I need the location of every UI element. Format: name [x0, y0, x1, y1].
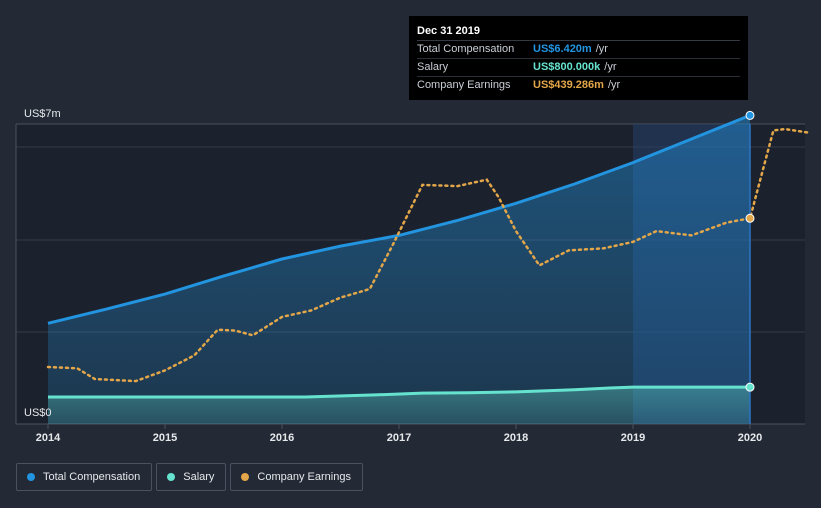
- legend-label: Company Earnings: [257, 471, 351, 483]
- y-axis-bottom-label: US$0: [24, 407, 52, 419]
- legend-label: Total Compensation: [43, 471, 141, 483]
- legend-dot-icon: [167, 473, 176, 481]
- x-tick-label: 2018: [504, 432, 528, 444]
- tooltip-row-label: Salary: [417, 61, 449, 73]
- tooltip-date: Dec 31 2019: [417, 23, 740, 41]
- x-tick-label: 2019: [621, 432, 645, 444]
- y-axis-top-label: US$7m: [24, 108, 61, 120]
- tooltip-row-unit: /yr: [607, 79, 621, 91]
- tooltip-row-company-earnings: Company Earnings US$439.286m /yr: [417, 77, 740, 94]
- salary-line: [48, 385, 750, 399]
- tooltip-row-value: US$439.286m: [533, 79, 604, 91]
- legend-label: Salary: [183, 471, 215, 483]
- chart-tooltip: Dec 31 2019 Total Compensation US$6.420m…: [409, 16, 748, 100]
- tooltip-row-label: Total Compensation: [417, 43, 515, 55]
- total-compensation-line: [47, 114, 751, 325]
- x-tick-label: 2014: [36, 432, 61, 444]
- company-earnings-marker: [745, 213, 755, 223]
- tooltip-row-label: Company Earnings: [417, 79, 511, 91]
- tooltip-row-unit: /yr: [604, 61, 617, 73]
- x-tick-label: 2015: [153, 432, 177, 444]
- total-compensation-marker: [745, 110, 755, 120]
- tooltip-row-total-compensation: Total Compensation US$6.420m /yr: [417, 41, 740, 59]
- salary-area: [48, 387, 750, 424]
- legend-item-total-compensation[interactable]: Total Compensation: [16, 463, 153, 491]
- tooltip-row-value: US$800.000k: [533, 61, 601, 73]
- tooltip-row-salary: Salary US$800.000k /yr: [417, 59, 740, 77]
- company-earnings-line: [46, 127, 810, 383]
- tooltip-row-unit: /yr: [595, 43, 608, 55]
- legend-dot-icon: [241, 473, 250, 481]
- tooltip-row-value: US$6.420m: [533, 43, 592, 55]
- salary-marker: [745, 382, 755, 392]
- legend-item-company-earnings[interactable]: Company Earnings: [230, 463, 363, 491]
- legend-dot-icon: [27, 473, 35, 481]
- x-tick-label: 2017: [387, 432, 411, 444]
- legend-item-salary[interactable]: Salary: [156, 463, 227, 491]
- total-compensation-area: [48, 115, 750, 425]
- chart-legend: Total Compensation Salary Company Earnin…: [16, 463, 363, 491]
- x-tick-label: 2016: [270, 432, 294, 444]
- x-tick-label: 2020: [738, 432, 762, 444]
